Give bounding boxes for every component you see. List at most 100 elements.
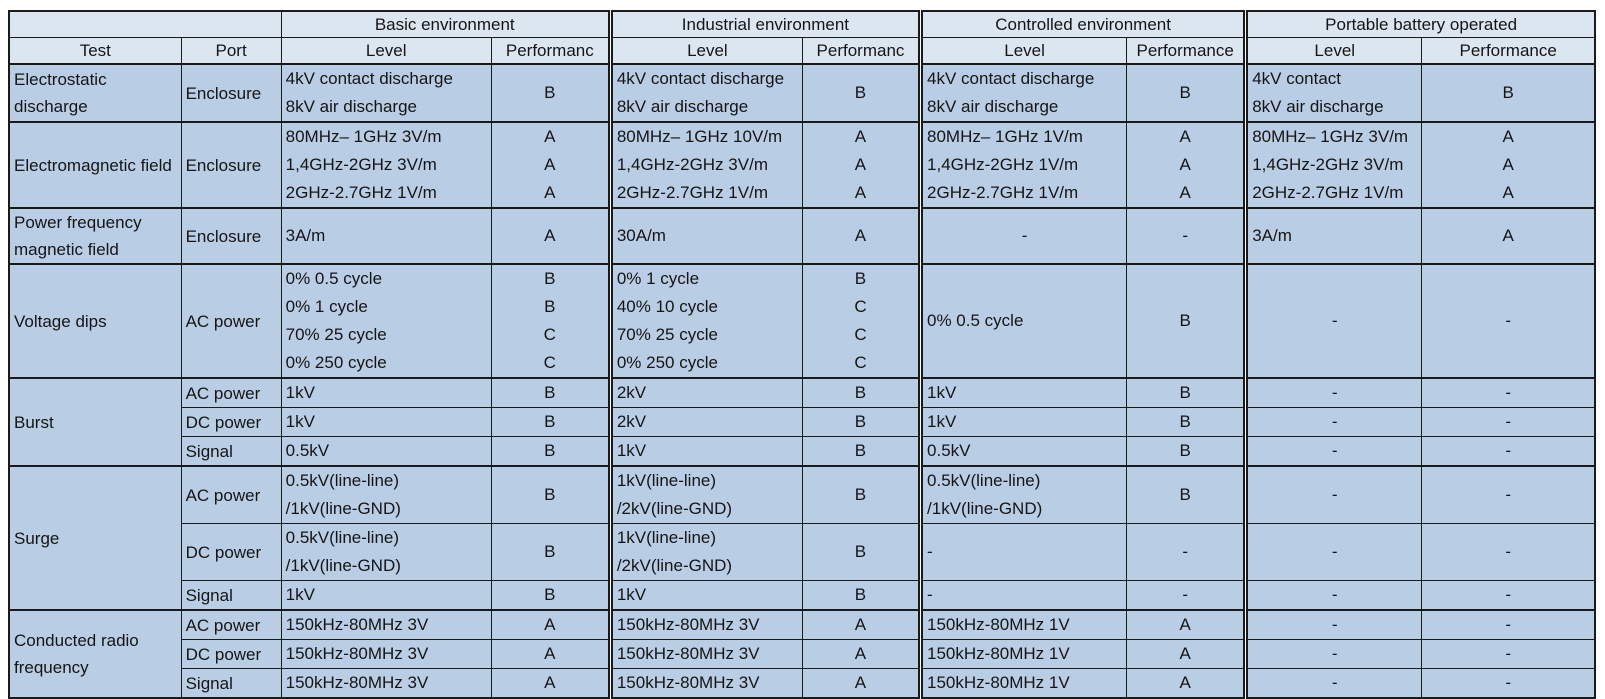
level-line: 8kV air discharge	[616, 97, 749, 116]
level-line: -	[1331, 412, 1338, 431]
level-line: -	[1331, 542, 1338, 561]
perf-cell: B	[1126, 377, 1247, 408]
table-row: Power frequency magnetic field Enclosure 3…	[8, 207, 1596, 265]
level-line: -	[1331, 441, 1338, 460]
level-cell: 4kV contact discharge 8kV air discharge	[918, 63, 1128, 123]
level-line: 150kHz-80MHz 3V	[616, 615, 760, 634]
perf-value: A	[1502, 183, 1514, 202]
perf-value: -	[1182, 542, 1188, 561]
level-cell: 1kV(line-line) /2kV(line-GND)	[607, 523, 803, 581]
perf-cell: B	[801, 436, 922, 467]
env-header-basic: Basic environment	[280, 10, 611, 38]
table-row: Surge AC power 0.5kV(line-line)/1kV(line-G…	[8, 465, 1596, 611]
perf-value: C	[854, 325, 867, 344]
level-column-header: Level	[1243, 37, 1423, 65]
port-cell: Enclosure	[180, 207, 282, 265]
test-cell: Burst	[8, 377, 182, 467]
table-row: Voltage dips AC power 0% 0.5 cycle 0% 1 cyc…	[8, 263, 1596, 379]
level-line: 1,4GHz-2GHz 3V/m	[285, 155, 437, 174]
table-body: Electrostatic discharge Enclosure 4kV cont…	[8, 63, 1596, 699]
perf-cell: B	[801, 465, 922, 524]
perf-cell: B	[490, 465, 611, 524]
perf-cell: B	[490, 436, 611, 467]
perf-value: -	[1182, 226, 1188, 245]
perf-cell: -	[1421, 407, 1596, 437]
perf-value: B	[1502, 83, 1514, 102]
level-line: 1kV(line-line)	[616, 528, 717, 547]
level-line: 2GHz-2.7GHz 1V/m	[285, 183, 437, 202]
perf-value: -	[1505, 412, 1511, 431]
port-cell: Signal	[180, 668, 282, 699]
perf-value: B	[544, 297, 556, 316]
perf-value: B	[1179, 441, 1191, 460]
perf-value: B	[544, 83, 556, 102]
perf-cell: B	[490, 63, 611, 123]
level-cell: 3A/m	[1243, 207, 1423, 265]
perf-value: A	[854, 155, 867, 174]
perf-value: B	[544, 542, 556, 561]
column-header-row: Test Port Level Performanc Level Perform…	[8, 37, 1596, 65]
level-line: -	[1331, 585, 1338, 604]
perf-value: A	[544, 644, 556, 663]
port-cell: AC power	[180, 377, 282, 408]
level-line: -	[927, 585, 933, 604]
perf-value: A	[854, 127, 867, 146]
level-line: /1kV(line-GND)	[285, 556, 401, 575]
level-line: 2kV	[616, 383, 647, 402]
level-line: 4kV contact discharge	[285, 69, 453, 88]
perf-value: -	[1505, 644, 1511, 663]
level-cell: 4kV contact discharge 8kV air discharge	[280, 63, 492, 123]
perf-cell: A	[801, 639, 922, 669]
level-line: -	[927, 542, 933, 561]
env-header-controlled: Controlled environment	[918, 10, 1247, 38]
perf-cell: A	[490, 609, 611, 640]
performance-column-header: Performanc	[801, 37, 922, 65]
perf-value: -	[1505, 615, 1511, 634]
perf-cell: B	[490, 377, 611, 408]
level-column-header: Level	[918, 37, 1128, 65]
perf-value: -	[1182, 585, 1188, 604]
level-cell: 150kHz-80MHz 3V	[280, 609, 492, 640]
level-column-header: Level	[280, 37, 492, 65]
perf-cell: A	[490, 639, 611, 669]
perf-value: B	[544, 412, 556, 431]
perf-value: A	[544, 226, 556, 245]
perf-cell: B	[1126, 465, 1247, 524]
level-cell: -	[918, 580, 1128, 611]
level-line: 150kHz-80MHz 1V	[927, 615, 1070, 634]
level-cell: 1kV	[607, 580, 803, 611]
perf-cell: B	[801, 377, 922, 408]
perf-value: B	[854, 585, 867, 604]
table-row: Signal 150kHz-80MHz 3V A 150kHz-80MHz 3V A 15…	[9, 668, 1596, 699]
level-line: 150kHz-80MHz 1V	[927, 644, 1070, 663]
level-cell: 150kHz-80MHz 3V	[280, 668, 492, 699]
level-line: 1kV	[927, 412, 957, 431]
test-cell: Conducted radio frequency	[8, 609, 182, 699]
perf-value: B	[854, 441, 867, 460]
perf-value: B	[544, 485, 556, 504]
level-line: -	[1331, 644, 1338, 663]
level-cell: -	[1243, 436, 1423, 467]
level-cell: -	[1243, 263, 1423, 379]
perf-value: B	[544, 383, 556, 402]
perf-cell: -	[1126, 580, 1247, 611]
perf-cell: B	[1126, 63, 1247, 123]
perf-cell: -	[1421, 377, 1596, 408]
level-line: 0% 1 cycle	[616, 269, 700, 288]
level-cell: 0.5kV	[918, 436, 1128, 467]
level-cell: 1kV	[280, 377, 492, 408]
level-cell: 0.5kV(line-line) /1kV(line-GND)	[280, 523, 492, 581]
port-cell: AC power	[180, 263, 282, 379]
test-column-header: Test	[8, 37, 182, 65]
level-line: 0% 1 cycle	[285, 297, 368, 316]
test-cell: Voltage dips	[8, 263, 182, 379]
perf-cell: -	[1421, 523, 1596, 581]
level-line: 0% 0.5 cycle	[927, 311, 1024, 330]
perf-cell: -	[1421, 580, 1596, 611]
perf-cell: A	[1421, 207, 1596, 265]
perf-value: B	[544, 585, 556, 604]
